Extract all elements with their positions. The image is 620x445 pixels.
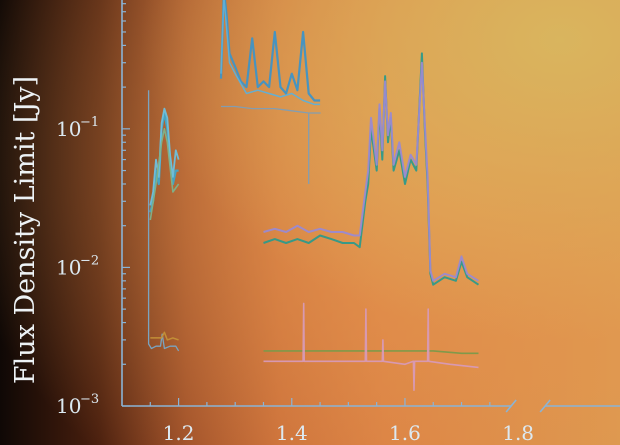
y-tick-exponent-4: −3 [80,392,99,407]
y-tick-label-2: 10 [56,117,81,141]
series-layer [147,0,480,391]
series-line-7 [220,0,321,106]
y-tick-label-4: 10 [56,394,81,418]
y-tick-exponent-3: −2 [80,253,99,268]
y-axis-label: Flux Density Limit [Jy] [10,76,41,384]
x-tick-label-3: 1.6 [389,421,421,445]
y-tick-label-1: 10 [56,0,81,2]
series-line-5 [150,331,179,341]
series-line-2 [149,107,180,206]
series-line-3 [149,128,180,221]
axis-break-mark-left [505,399,517,413]
series-line-4 [147,90,180,352]
series-line-12 [263,302,479,391]
y-tick-label-3: 10 [56,255,81,279]
series-line-11 [263,350,479,355]
axes-layer: 1.21.41.61.810010−110−210−3 [56,0,620,445]
axis-break-mark-right [539,399,551,413]
series-line-6 [219,0,321,102]
series-line-10 [263,61,480,282]
x-tick-label-4: 1.8 [502,421,534,445]
x-tick-label-2: 1.4 [276,421,308,445]
y-tick-exponent-2: −1 [80,115,99,130]
series-line-8 [221,105,321,184]
x-tick-label-1: 1.2 [163,421,195,445]
